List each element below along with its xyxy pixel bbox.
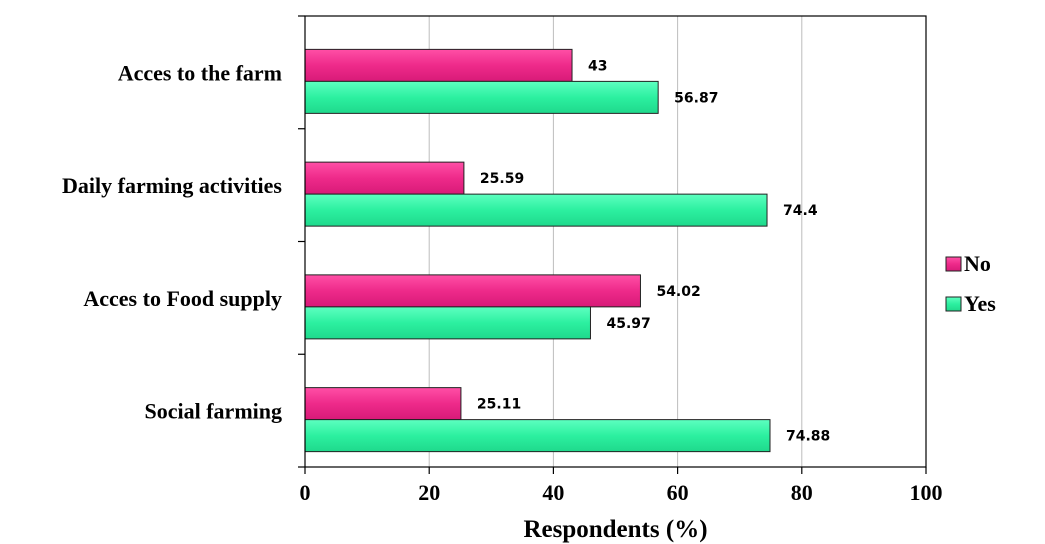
bar-no: [304, 48, 573, 82]
category-label: Acces to the farm: [118, 60, 282, 85]
data-label-yes: 74.88: [786, 429, 830, 445]
data-label-no: 25.11: [477, 397, 521, 413]
bar-no: [304, 387, 462, 421]
x-tick-label: 20: [418, 480, 440, 505]
legend-label-yes: Yes: [964, 291, 996, 316]
category-label: Social farming: [145, 399, 283, 424]
data-label-yes: 45.97: [606, 316, 650, 332]
category-label: Daily farming activities: [62, 173, 282, 198]
bar-yes: [304, 193, 768, 227]
legend-swatch-no: [945, 256, 962, 272]
x-tick-label: 100: [910, 480, 943, 505]
data-label-no: 43: [588, 58, 607, 74]
data-label-no: 54.02: [656, 284, 700, 300]
data-label-yes: 74.4: [783, 203, 818, 219]
data-label-no: 25.59: [480, 171, 524, 187]
legend-label-no: No: [964, 251, 991, 276]
plot-border: [304, 15, 927, 468]
legend-swatch-yes: [945, 296, 962, 312]
x-tick-label: 0: [300, 480, 311, 505]
bar-no: [304, 274, 641, 308]
x-tick-label: 80: [791, 480, 813, 505]
x-tick-label: 60: [667, 480, 689, 505]
x-tick-label: 40: [542, 480, 564, 505]
category-label: Acces to Food supply: [83, 286, 282, 311]
bar-no: [304, 161, 465, 195]
bar-yes: [304, 80, 659, 114]
x-axis-title: Respondents (%): [523, 516, 707, 543]
bar-yes: [304, 419, 771, 453]
data-label-yes: 56.87: [674, 90, 718, 106]
plot-area: 43 56.87 Acces to the farm 25.59 74.4 Daily f…: [62, 15, 996, 543]
bar-yes: [304, 306, 591, 340]
